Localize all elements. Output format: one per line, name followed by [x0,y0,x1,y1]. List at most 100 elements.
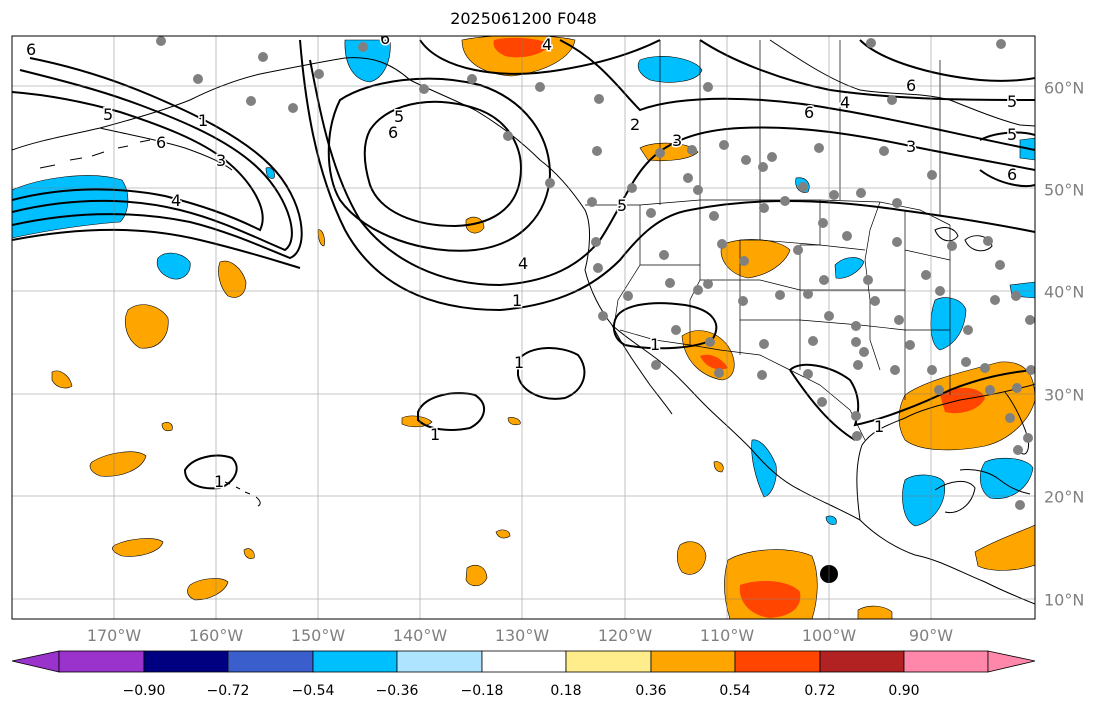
contour-label: 1 [514,353,524,372]
contour-label: 1 [430,425,440,444]
lon-label: 100°W [801,626,857,645]
positive-area [495,529,511,539]
contour-label: 1 [650,335,660,354]
colorbar-tick-label: −0.36 [375,683,419,699]
colorbar [11,650,1036,673]
negative-area [834,257,865,279]
lat-label: 10°N [1044,590,1085,610]
graticule [12,36,1035,619]
contour-label: 3 [216,151,226,170]
colorbar-segment [903,650,989,673]
observation-dots [156,36,1035,510]
colorbar-segment [227,650,314,673]
positive-area [89,451,147,477]
colorbar-tick-label: 0.18 [550,683,582,699]
colorbar-segment [58,650,145,673]
lat-label: 20°N [1044,487,1085,507]
colorbar-segment [481,650,567,673]
colorbar-segment [312,650,398,673]
positive-area [112,538,164,557]
lon-label: 120°W [597,626,653,645]
contour-label: 1 [198,111,208,130]
positive-area [317,229,325,247]
positive-area [465,216,485,234]
map-frame [11,35,1036,620]
negative-area [265,167,275,179]
contour-label: 4 [840,93,850,112]
colorbar-tick-label: 0.90 [888,683,920,699]
lon-label: 130°W [494,626,550,645]
positive-area [700,354,728,370]
negative-area [12,175,129,239]
contour-label: 5 [1007,125,1017,144]
colorbar-tick-label: −0.18 [460,683,504,699]
colorbar-segment [819,650,905,673]
contour-label: 4 [171,191,181,210]
lat-label: 60°N [1044,78,1085,98]
contour-label: 6 [1007,165,1017,184]
contour-layer [12,39,1035,490]
positive-area [218,260,247,298]
positive-area [857,605,893,619]
positive-area [161,422,173,432]
contour-label: 5 [617,196,627,215]
lon-label: 110°W [699,626,755,645]
positive-area [51,370,73,389]
contour-label: 1 [874,417,884,436]
contour-label: 6 [906,76,916,95]
colorbar-extend-low [11,650,60,673]
contour-label: 1 [512,291,522,310]
positive-area [676,541,707,575]
negative-area [902,474,946,527]
colorbar-segment [734,650,821,673]
contour-label: 6 [804,103,814,122]
positive-area [125,304,169,349]
border-layer [585,40,951,441]
contour-label: 2 [630,115,640,134]
colorbar-tick-label: 0.72 [804,683,836,699]
lat-label: 40°N [1044,282,1085,302]
lon-label: 90°W [908,626,954,645]
contour-label: 6 [26,40,36,59]
contour-label: 3 [672,131,682,150]
map-title: 2025061200 F048 [450,9,597,28]
negative-area [637,56,703,83]
contour-label: 1 [214,472,224,491]
contour-label: 6 [388,123,398,142]
contour-label: 6 [156,133,166,152]
colorbar-tick-label: 0.54 [719,683,751,699]
contour-label: 5 [1007,92,1017,111]
positive-area [713,461,724,473]
contour-label: 4 [518,254,528,273]
positive-area [243,548,255,559]
colorbar-tick-label: 0.36 [635,683,667,699]
negative-area [156,252,191,280]
negative-area [980,457,1034,499]
contour-label: 5 [394,107,404,126]
colorbar-tick-label: −0.54 [291,683,335,699]
map-background [12,36,1035,619]
contour-label: 3 [906,137,916,156]
colorbar-tick-label: −0.72 [206,683,250,699]
lon-label: 140°W [392,626,448,645]
positive-area [507,417,521,426]
colorbar-extend-high [987,650,1036,673]
contour-label-layer: 6 5 6 4 1 3 6 5 6 4 1 1 1 1 1 2 3 5 4 6 … [25,29,1019,493]
positive-area [739,580,801,618]
colorbar-segment [650,650,736,673]
positive-area [974,524,1035,571]
lat-label: 50°N [1044,180,1085,200]
colorbar-segment [396,650,483,673]
lat-label: 30°N [1044,385,1085,405]
negative-area [751,439,777,498]
contour-label: 5 [103,105,113,124]
positive-area [465,565,488,587]
negative-area [825,515,837,525]
contour-label: 6 [380,29,390,48]
lon-label: 170°W [86,626,142,645]
colorbar-tick-label: −0.90 [122,683,166,699]
colorbar-segment [565,650,652,673]
contour-label: 4 [542,35,552,54]
negative-area [344,39,391,83]
